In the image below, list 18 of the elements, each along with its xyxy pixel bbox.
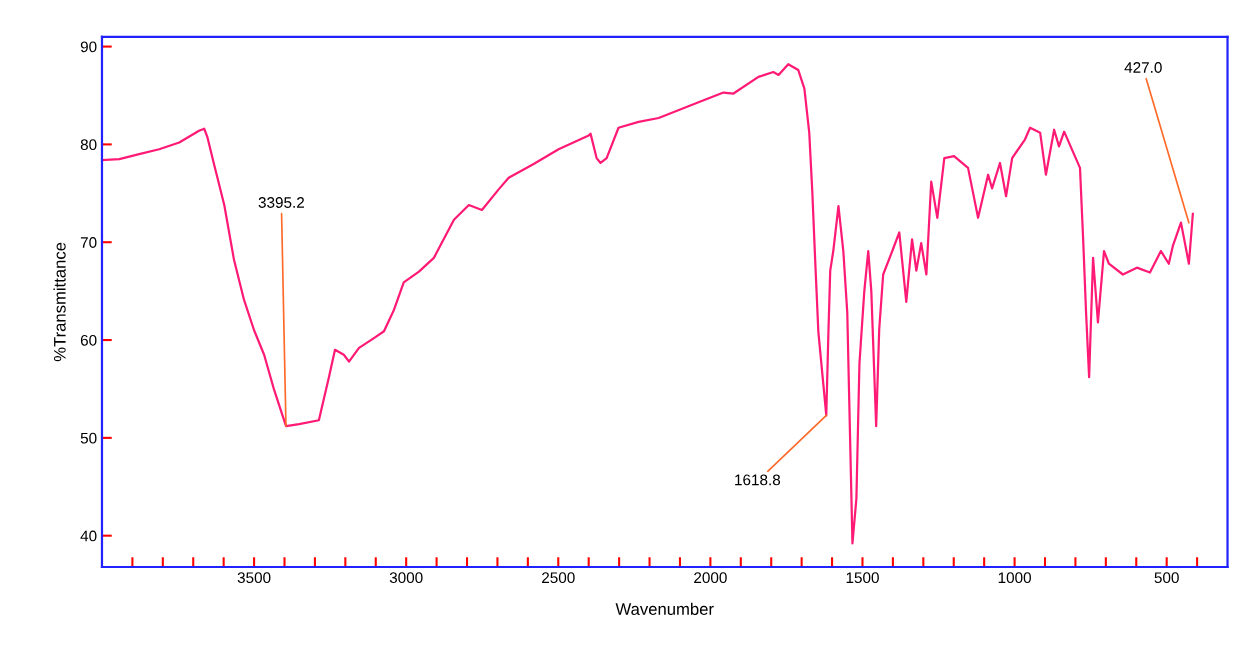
annotation: 1618.8 <box>735 474 781 486</box>
y-tick-label: 70 <box>80 237 97 248</box>
x-tick-label: 1500 <box>846 572 879 584</box>
y-axis-title: %Transmittance <box>53 242 66 362</box>
x-tick-label: 3500 <box>237 572 271 584</box>
x-tick-label: 2000 <box>694 572 727 584</box>
annotation: 3395.2 <box>258 197 304 208</box>
x-tick-label: 500 <box>1154 572 1179 584</box>
y-tick-label: 60 <box>80 334 97 346</box>
y-tick-label: 80 <box>80 139 97 151</box>
y-tick-label: 90 <box>80 41 97 53</box>
x-tick-label: 2500 <box>542 572 575 584</box>
x-tick-label: 3000 <box>389 572 423 584</box>
x-axis-title: Wavenumber <box>615 602 714 615</box>
x-tick-label: 1000 <box>998 572 1031 584</box>
y-tick-label: 40 <box>80 530 97 542</box>
annotation: 427.0 <box>1124 62 1162 73</box>
y-tick-label: 50 <box>80 432 97 444</box>
